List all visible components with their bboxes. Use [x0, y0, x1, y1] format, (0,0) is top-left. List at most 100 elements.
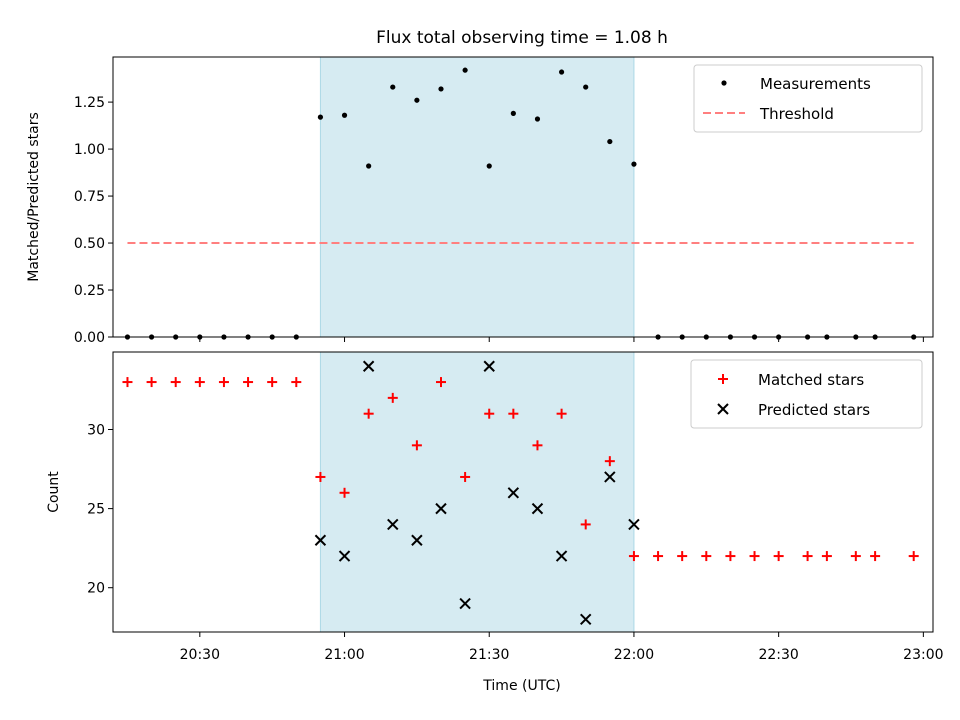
measurement-point [631, 161, 637, 167]
x-tick-label: 22:00 [614, 647, 654, 663]
bottom-legend: Matched stars Predicted stars [690, 359, 923, 429]
predicted-star-point [579, 613, 592, 626]
matched-star-point [363, 408, 374, 419]
matched-star-point [315, 471, 326, 482]
top-axes-frame [112, 56, 934, 338]
x-tick-label: 23:00 [903, 647, 943, 663]
measurement-point [341, 112, 348, 118]
measurement-point [317, 114, 324, 120]
predicted-star-point [604, 471, 616, 483]
matched-star-point [628, 551, 639, 562]
measurement-point [558, 69, 565, 75]
matched-star-point [556, 408, 567, 419]
matched-star-point [749, 551, 760, 562]
predicted-star-point [338, 550, 351, 562]
bottom-panel: 20 25 30 20:30 21:00 21:30 22:00 22:30 23:00 Co… [46, 351, 944, 694]
measurement-point [607, 138, 613, 145]
legend-threshold: Threshold [759, 105, 834, 123]
top-y-tick-label: 0.25 [74, 283, 105, 299]
predicted-star-point [507, 487, 520, 499]
measurement-point [414, 97, 420, 103]
predicted-star-point [555, 550, 568, 562]
x-tick-label: 22:30 [758, 647, 798, 663]
top-observing-window-shade [319, 56, 635, 338]
matched-stars-series [122, 377, 919, 562]
predicted-star-point [387, 518, 399, 531]
predicted-star-point [411, 534, 423, 546]
matched-star-point [677, 551, 688, 562]
top-y-tick-label: 1.00 [74, 142, 105, 158]
matched-star-point [701, 551, 712, 562]
predicted-star-point [628, 518, 640, 531]
predicted-star-point [435, 502, 447, 515]
legend-predicted: Predicted stars [758, 401, 870, 419]
legend-measurements: Measurements [760, 75, 871, 93]
matched-star-point [802, 551, 813, 562]
matched-legend-marker [718, 374, 728, 384]
top-y-axis-label: Matched/Predicted stars [26, 112, 42, 282]
bottom-observing-window-shade [319, 351, 635, 633]
matched-star-point [850, 551, 861, 562]
bottom-axes-frame [112, 351, 934, 633]
matched-star-point [508, 408, 519, 419]
chart-title: Flux total observing time = 1.08 h [376, 28, 668, 48]
measurement-point [534, 116, 541, 122]
measurement-point [583, 84, 589, 90]
matched-star-point [411, 440, 422, 451]
top-y-tick-label: 0.00 [74, 330, 105, 346]
matched-star-point [821, 551, 832, 562]
bottom-legend-box [690, 359, 923, 429]
matched-star-point [218, 377, 229, 388]
measurement-point [438, 86, 444, 92]
top-x-ticks [199, 337, 924, 342]
measurement-point [486, 163, 492, 169]
matched-star-point [653, 551, 664, 562]
measurement-point [510, 110, 516, 116]
matched-star-point [484, 408, 495, 419]
measurement-point [390, 84, 396, 90]
matched-star-point [604, 456, 615, 467]
matched-star-point [291, 377, 302, 388]
predicted-star-point [483, 360, 495, 372]
matched-star-point [460, 471, 471, 482]
top-y-tick-label: 1.25 [74, 95, 105, 111]
matched-star-point [339, 487, 350, 498]
predicted-stars-series [314, 360, 640, 626]
top-legend: Measurements Threshold [693, 64, 923, 133]
matched-star-point [580, 519, 591, 530]
predicted-star-point [459, 597, 471, 610]
matched-star-point [725, 551, 736, 562]
predicted-legend-marker [717, 403, 729, 415]
top-y-tick-label: 0.75 [74, 189, 105, 205]
predicted-star-point [531, 502, 544, 515]
top-y-tick-label: 0.50 [74, 236, 105, 252]
measurement-point [366, 163, 372, 169]
bottom-y-tick-label: 30 [87, 423, 105, 439]
matched-star-point [387, 392, 398, 403]
matched-star-point [870, 551, 881, 562]
predicted-star-point [362, 360, 375, 372]
measurements-legend-marker [721, 80, 727, 86]
matched-star-point [243, 377, 254, 388]
matched-star-point [194, 377, 205, 388]
x-tick-label: 20:30 [180, 647, 220, 663]
top-y-axis: 0.00 0.25 0.50 0.75 1.00 1.25 [74, 95, 113, 346]
x-tick-label: 21:30 [469, 647, 509, 663]
bottom-y-tick-label: 20 [87, 581, 105, 597]
bottom-x-axis: 20:30 21:00 21:30 22:00 22:30 23:00 [180, 632, 944, 663]
legend-matched: Matched stars [758, 371, 864, 389]
matched-star-point [146, 377, 157, 388]
measurement-point [462, 67, 468, 73]
matched-star-point [122, 377, 133, 388]
x-tick-label: 21:00 [324, 647, 364, 663]
matched-star-point [773, 551, 784, 562]
top-panel: 0.00 0.25 0.50 0.75 1.00 1.25 Matched/Predict… [26, 56, 934, 346]
matched-star-point [908, 551, 919, 562]
x-axis-label: Time (UTC) [482, 678, 560, 694]
bottom-y-axis-label: Count [46, 471, 62, 513]
matched-star-point [436, 377, 446, 388]
matched-star-point [532, 440, 543, 451]
top-legend-box [693, 64, 923, 133]
predicted-star-point [314, 534, 327, 546]
